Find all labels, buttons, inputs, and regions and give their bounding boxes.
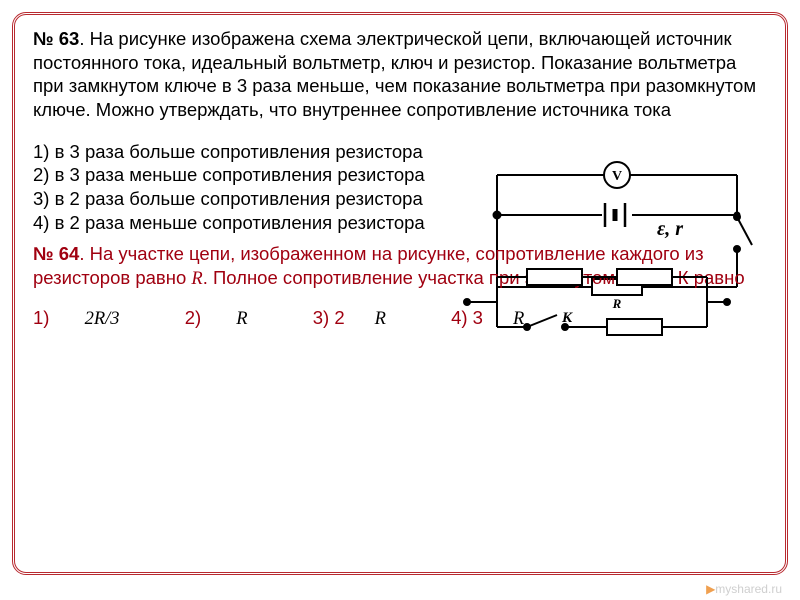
circuit-diagram-64: К (457, 267, 737, 337)
watermark: ▶myshared.ru (706, 582, 782, 596)
q63-option-3: 3) в 2 раза больше сопротивления резисто… (33, 187, 463, 211)
voltmeter-label: V (612, 169, 622, 184)
q64-R: R (191, 269, 202, 289)
q64-ans-2: 2) R (185, 307, 278, 328)
q63-option-2: 2) в 3 раза меньше сопротивления резисто… (33, 163, 463, 187)
q63-text: . На рисунке изображена схема электричес… (33, 28, 756, 120)
q63-option-1: 1) в 3 раза больше сопротивления резисто… (33, 140, 463, 164)
q63-number: № 63 (33, 28, 79, 49)
slide-frame: № 63. На рисунке изображена схема электр… (12, 12, 788, 575)
source-label: ε, r (657, 218, 683, 240)
q63-prompt: № 63. На рисунке изображена схема электр… (33, 27, 767, 122)
question-63: № 63. На рисунке изображена схема электр… (33, 27, 767, 234)
question-64: № 64. На участке цепи, изображенном на р… (33, 242, 767, 331)
switch-label: К (561, 310, 573, 326)
q63-options: 1) в 3 раза больше сопротивления резисто… (33, 140, 463, 235)
q64-number: № 64 (33, 243, 79, 264)
content: № 63. На рисунке изображена схема электр… (15, 15, 785, 343)
q64-ans-3: 3) 2R (313, 307, 416, 328)
q64-ans-1: 1) 2R/3 (33, 307, 150, 328)
q63-option-4: 4) в 2 раза меньше сопротивления резисто… (33, 211, 463, 235)
